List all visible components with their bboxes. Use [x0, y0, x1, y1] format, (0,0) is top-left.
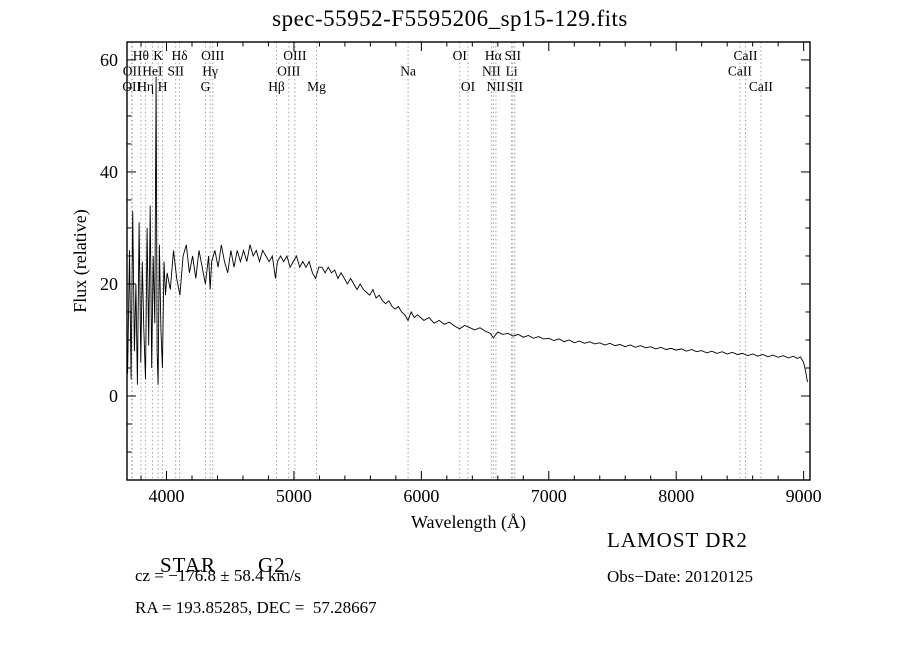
spectral-line-label: Hβ: [268, 79, 285, 94]
ra-dec-value: RA = 193.85285, DEC = 57.28667: [135, 598, 377, 617]
x-axis-title: Wavelength (Å): [411, 512, 526, 533]
spectral-line-label: NII: [487, 79, 506, 94]
spectral-line-label: SII: [167, 64, 184, 79]
spectral-line-label: Li: [506, 64, 518, 79]
page-title: spec-55952-F5595206_sp15-129.fits: [272, 6, 628, 31]
spectral-line-label: OIII: [277, 64, 301, 79]
y-tick-label: 0: [109, 386, 118, 406]
spectral-line-label: K: [153, 48, 163, 63]
y-tick-label: 60: [100, 50, 118, 70]
spectral-line-label: CaII: [749, 79, 773, 94]
cz-value: cz = −176.8 ± 58.4 km/s: [135, 566, 301, 585]
spectral-line-label: Na: [400, 64, 416, 79]
x-tick-label: 8000: [658, 486, 694, 506]
spectral-line-label: Mg: [307, 79, 326, 94]
spectral-line-label: Hα: [485, 48, 502, 63]
spectral-line-label: OII: [123, 64, 142, 79]
plot-frame: [126, 41, 811, 481]
x-tick-label: 5000: [276, 486, 312, 506]
x-tick-label: 7000: [531, 486, 567, 506]
spectral-line-label: CaII: [728, 64, 752, 79]
y-tick-label: 20: [100, 274, 118, 294]
class-label: STAR: [160, 553, 216, 577]
spectral-line-label: Hη: [137, 79, 154, 94]
obs-date: Obs−Date: 20120125: [607, 567, 754, 586]
x-tick-label: 4000: [149, 486, 185, 506]
spectral-line-label: HeI: [142, 64, 163, 79]
x-tick-label: 6000: [403, 486, 439, 506]
spectrum-trace: [127, 76, 808, 385]
spectral-line-label: H: [158, 79, 168, 94]
y-tick-label: 40: [100, 162, 118, 182]
spectral-line-label: NII: [482, 64, 501, 79]
spectral-line-label: G: [201, 79, 211, 94]
spectral-line-label: Hγ: [202, 64, 218, 79]
spectral-line-label: OI: [461, 79, 476, 94]
spectral-line-label: OIII: [201, 48, 225, 63]
spectral-line-label: OIII: [283, 48, 307, 63]
spectral-line-label: Hδ: [172, 48, 188, 63]
spectral-line-label: SII: [505, 48, 522, 63]
spectral-line-label: SII: [507, 79, 524, 94]
spectral-line-label: OI: [453, 48, 468, 63]
spectral-line-label: CaII: [734, 48, 758, 63]
x-tick-label: 9000: [786, 486, 822, 506]
spectral-line-label: Hθ: [133, 48, 149, 63]
subclass-label: G2: [258, 553, 286, 577]
y-axis-title: Flux (relative): [70, 209, 91, 312]
classification-line: STAR G2: [135, 528, 286, 603]
survey-label: LAMOST DR2: [607, 528, 748, 552]
